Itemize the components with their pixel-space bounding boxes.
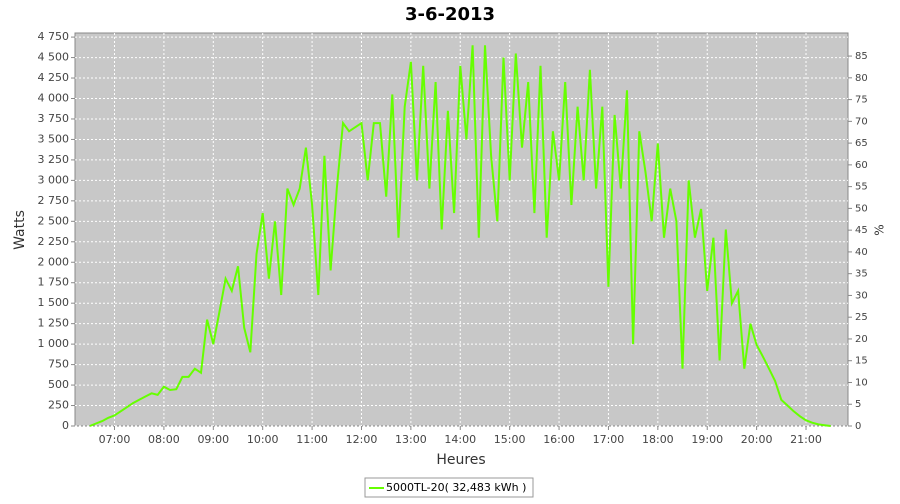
x-tick-label: 17:00 — [593, 433, 625, 446]
series-line — [89, 45, 831, 427]
y-tick-label: 3 250 — [38, 153, 70, 166]
x-tick-label: 20:00 — [741, 433, 773, 446]
x-tick-label: 10:00 — [247, 433, 279, 446]
x-tick-label: 16:00 — [543, 433, 575, 446]
x-tick-label: 14:00 — [444, 433, 476, 446]
y2-tick-label: 80 — [855, 73, 868, 84]
y2-tick-label: 65 — [855, 138, 868, 149]
y-tick-label: 1 750 — [38, 276, 70, 289]
x-tick-label: 11:00 — [296, 433, 328, 446]
y2-tick-label: 20 — [855, 334, 868, 345]
y2-tick-label: 50 — [855, 203, 868, 214]
y2-tick-label: 40 — [855, 247, 868, 258]
y-tick-label: 3 000 — [38, 173, 70, 186]
x-axis-title: Heures — [436, 452, 485, 468]
y-tick-label: 3 750 — [38, 112, 70, 125]
y-tick-label: 1 000 — [38, 337, 70, 350]
y2-tick-label: 5 — [855, 399, 861, 410]
y-axis-title: Watts — [12, 210, 28, 250]
chart-title: 3-6-2013 — [405, 4, 495, 25]
y-tick-label: 250 — [48, 399, 69, 412]
y-tick-label: 1 250 — [38, 317, 70, 330]
x-tick-label: 08:00 — [148, 433, 180, 446]
y-tick-label: 1 500 — [38, 296, 70, 309]
y-tick-label: 4 250 — [38, 71, 70, 84]
x-tick-label: 18:00 — [642, 433, 674, 446]
x-tick-label: 09:00 — [197, 433, 229, 446]
y2-tick-label: 85 — [855, 51, 868, 62]
legend-box — [364, 477, 534, 498]
y2-tick-label: 70 — [855, 116, 868, 127]
legend-label: 5000TL-20( 32,483 kWh ) — [386, 481, 526, 494]
y2-tick-label: 35 — [855, 269, 868, 280]
x-tick-label: 15:00 — [494, 433, 526, 446]
y2-tick-label: 10 — [855, 377, 868, 388]
y-tick-label: 2 750 — [38, 194, 70, 207]
y-tick-label: 2 000 — [38, 255, 70, 268]
x-tick-label: 21:00 — [790, 433, 822, 446]
y-tick-label: 3 500 — [38, 132, 70, 145]
y-tick-label: 500 — [48, 378, 69, 391]
y2-tick-label: 55 — [855, 182, 868, 193]
y-tick-label: 4 000 — [38, 92, 70, 105]
y-tick-label: 4 750 — [38, 30, 70, 43]
y2-tick-label: 25 — [855, 312, 868, 323]
y-tick-label: 2 500 — [38, 214, 70, 227]
y2-axis-title: % — [873, 224, 887, 235]
y2-tick-label: 0 — [855, 421, 861, 432]
y2-tick-label: 60 — [855, 160, 868, 171]
x-tick-label: 13:00 — [395, 433, 427, 446]
x-tick-label: 19:00 — [691, 433, 723, 446]
y-tick-label: 750 — [48, 358, 69, 371]
y2-tick-label: 30 — [855, 290, 868, 301]
y2-tick-label: 15 — [855, 356, 868, 367]
x-tick-label: 07:00 — [99, 433, 131, 446]
y-tick-label: 2 250 — [38, 235, 70, 248]
y2-tick-label: 75 — [855, 95, 868, 106]
y-tick-label: 4 500 — [38, 51, 70, 64]
y-tick-label: 0 — [62, 419, 69, 432]
x-tick-label: 12:00 — [346, 433, 378, 446]
y2-tick-label: 45 — [855, 225, 868, 236]
